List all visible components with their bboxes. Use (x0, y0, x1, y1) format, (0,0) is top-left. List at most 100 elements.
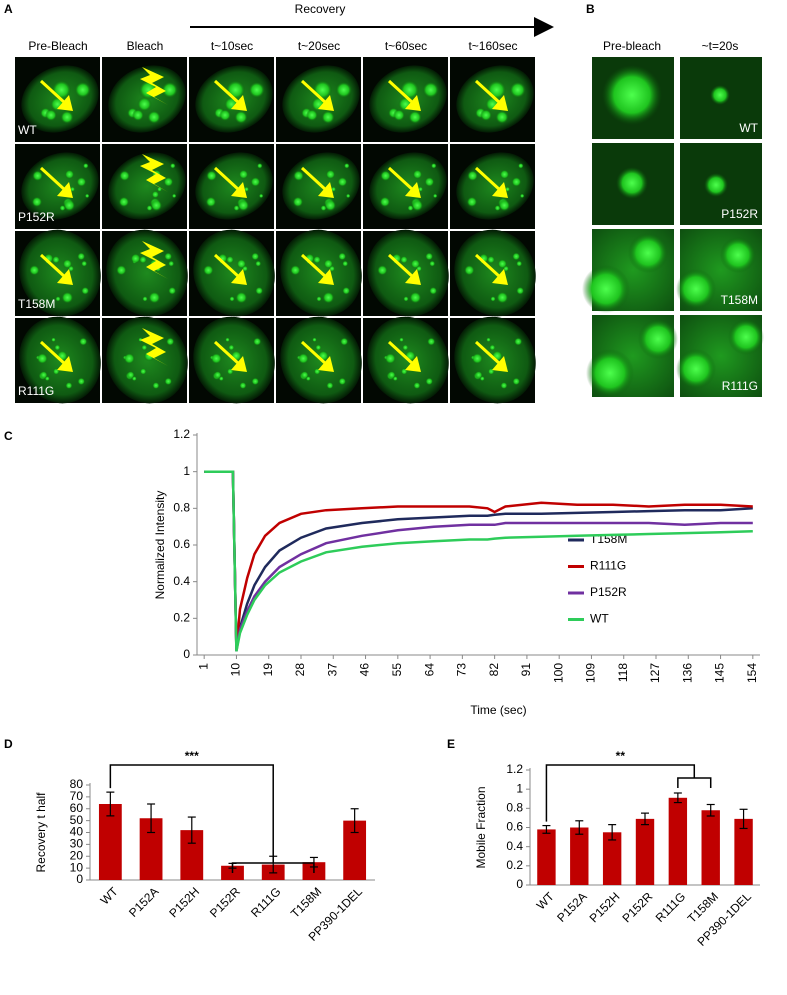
speckle (70, 186, 76, 192)
speckle (251, 252, 260, 261)
speckle (225, 337, 230, 343)
row-label: T158M (721, 293, 758, 307)
bar (139, 818, 163, 880)
error-bar (641, 812, 649, 826)
speckle (342, 260, 349, 267)
speckle (248, 81, 265, 99)
x-tick-label: WT (98, 884, 122, 908)
speckle (64, 169, 75, 180)
speckle (32, 170, 44, 182)
column-header: t~10sec (211, 39, 253, 53)
speckle (166, 337, 175, 346)
y-tick-label: 1.2 (173, 427, 190, 441)
speckle (431, 163, 437, 169)
speckle (728, 319, 764, 355)
speckle (65, 381, 73, 390)
speckle (486, 337, 491, 343)
x-tick-label: 136 (680, 663, 694, 683)
speckle (519, 193, 525, 199)
speckle (45, 109, 57, 122)
pointer-arrow (39, 79, 67, 105)
column-header: t~20sec (298, 39, 340, 53)
speckle (413, 381, 421, 390)
speckle (380, 170, 392, 182)
speckle (331, 186, 337, 192)
column-header: ~t=20s (702, 39, 739, 53)
speckle (290, 264, 301, 276)
panel-letter: B (586, 2, 595, 16)
error-bar (187, 816, 196, 844)
speckle (168, 260, 175, 267)
speckle (495, 110, 509, 124)
speckle (300, 370, 309, 379)
speckle (152, 381, 160, 390)
speckle (62, 259, 73, 269)
error-bar (608, 824, 617, 841)
pointer-arrow (474, 79, 502, 105)
speckle (157, 186, 163, 192)
y-tick-label: 0 (183, 647, 190, 661)
speckle (399, 337, 404, 343)
speckle (171, 193, 177, 199)
speckle (340, 337, 349, 346)
recovery-label: Recovery (295, 2, 346, 16)
speckle (228, 344, 235, 351)
pointer-head (405, 95, 421, 111)
pointer-head (405, 182, 421, 198)
speckle (514, 337, 523, 346)
y-tick-label: 0.8 (506, 801, 523, 815)
speckle (616, 167, 648, 199)
pointer-head (318, 95, 334, 111)
pointer-arrow (39, 340, 67, 366)
y-tick-label: 0.2 (506, 858, 523, 872)
speckle (255, 260, 262, 267)
speckle (54, 344, 61, 351)
speckle (516, 286, 525, 295)
speckle (408, 110, 422, 124)
pointer-arrow (474, 340, 502, 366)
speckle (244, 186, 250, 192)
speckle (628, 233, 668, 273)
speckle (238, 169, 249, 180)
x-tick-label: 46 (358, 663, 372, 677)
x-tick-label: 91 (519, 663, 533, 677)
speckle (602, 65, 662, 125)
speckle (235, 291, 248, 304)
pointer-arrow (387, 253, 415, 279)
pointer-arrow (387, 340, 415, 366)
pointer-head (405, 269, 421, 285)
speckle (496, 291, 509, 304)
speckle (36, 352, 48, 365)
row-label: R111G (18, 384, 54, 398)
y-tick-label: 0.8 (173, 501, 190, 515)
speckle (471, 352, 483, 365)
x-tick-label: P152A (554, 889, 589, 924)
y-axis-label: Mobile Fraction (474, 786, 488, 868)
speckle (237, 199, 250, 212)
speckle (710, 85, 730, 105)
speckle (55, 296, 61, 302)
pointer-arrow (213, 340, 241, 366)
speckle (81, 286, 90, 295)
speckle (480, 109, 492, 122)
speckle (518, 163, 524, 169)
series-line (204, 470, 753, 652)
speckle (138, 337, 143, 343)
bleach-bolt (140, 328, 168, 366)
column-header: t~160sec (468, 39, 517, 53)
speckle (490, 296, 496, 302)
column-header: t~60sec (385, 39, 427, 53)
bleach-bolt (140, 154, 168, 192)
pointer-head (405, 356, 421, 372)
bar (570, 827, 589, 885)
pointer-head (231, 182, 247, 198)
pointer-head (57, 95, 73, 111)
speckle (335, 81, 352, 99)
bar (701, 810, 720, 885)
speckle (377, 264, 388, 276)
pointer-arrow (387, 79, 415, 105)
speckle (720, 237, 756, 273)
speckle (337, 176, 348, 187)
